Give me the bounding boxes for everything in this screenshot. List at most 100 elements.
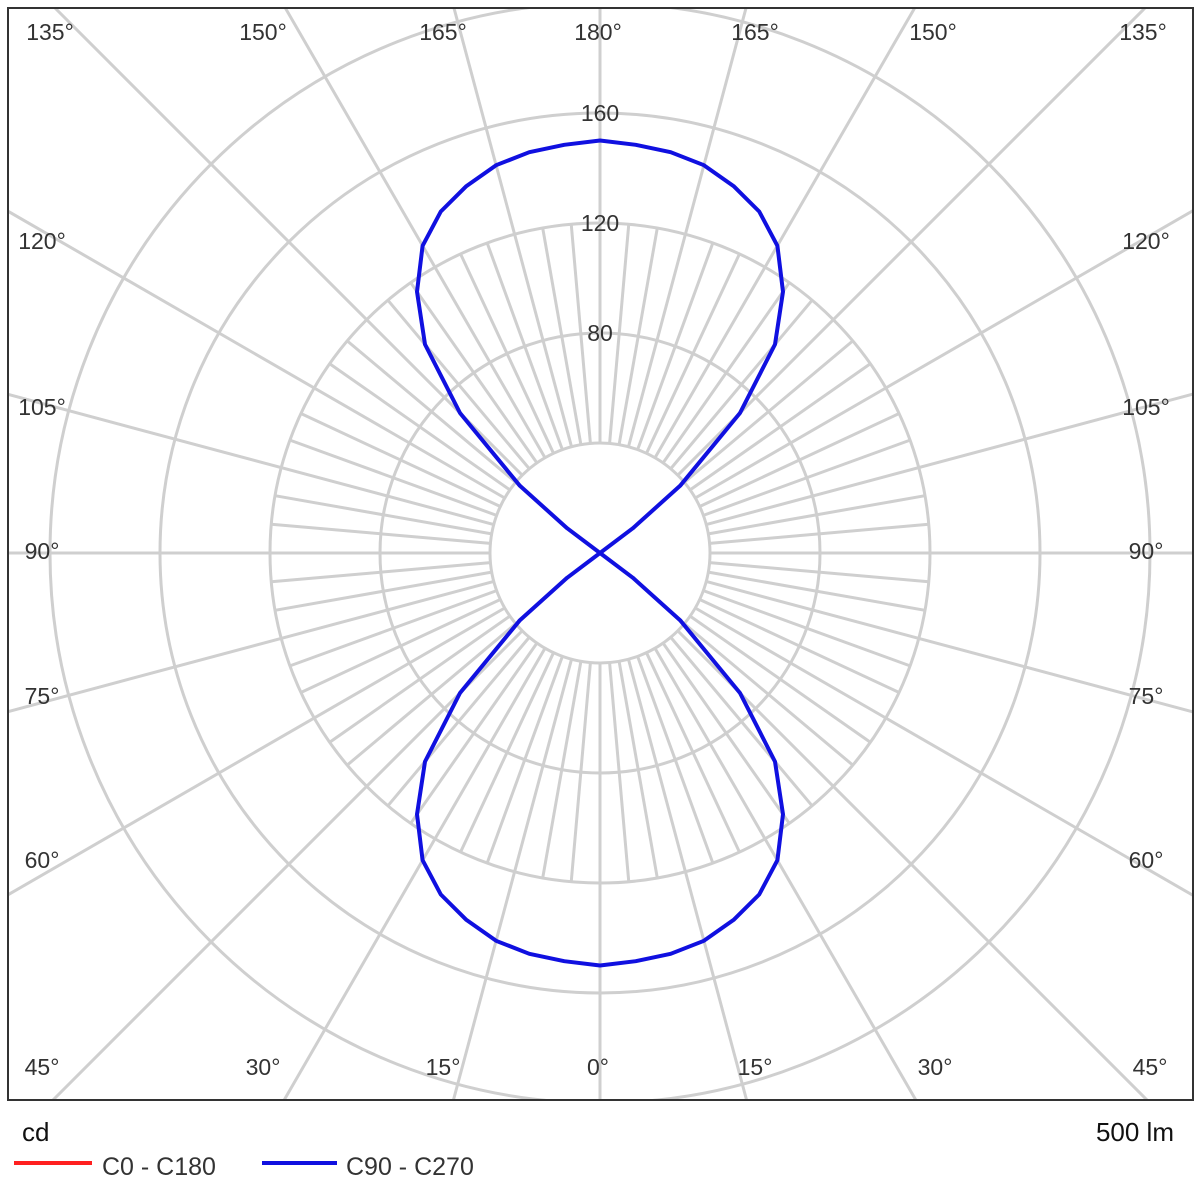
angle-label: 45° — [1133, 1054, 1168, 1080]
grid-spoke — [653, 8, 916, 459]
angle-label: 45° — [25, 1054, 60, 1080]
grid-spoke — [608, 224, 631, 444]
angle-label: 30° — [246, 1054, 281, 1080]
grid-spoke — [705, 580, 1193, 714]
angle-label: 180° — [574, 19, 622, 45]
grid-spoke — [8, 580, 495, 714]
grid-spoke — [289, 589, 498, 668]
grid-spoke — [608, 662, 631, 882]
flux-label: 500 lm — [1096, 1117, 1174, 1147]
angle-label: 165° — [419, 19, 467, 45]
radial-tick-labels: 80 120 160 — [581, 100, 619, 346]
grid-spoke — [282, 647, 547, 1100]
grid-spoke — [694, 209, 1193, 500]
grid-spoke — [689, 614, 872, 744]
angle-label: 15° — [426, 1054, 461, 1080]
radial-tick-label: 160 — [581, 100, 619, 126]
angle-labels: 135° 150° 165° 180° 165° 150° 135° 45° 30° 15° 0° 1… — [18, 19, 1170, 1080]
grid-spoke — [459, 652, 555, 853]
grid-spoke — [386, 636, 531, 807]
angle-label: 105° — [18, 394, 66, 420]
grid-spoke — [53, 8, 524, 477]
legend-label: C90 - C270 — [346, 1153, 474, 1181]
grid-spoke — [271, 522, 491, 545]
grid-spoke — [676, 629, 1149, 1100]
grid-spoke — [699, 412, 900, 508]
grid-spoke — [289, 438, 498, 517]
angle-label: 60° — [1129, 847, 1164, 873]
angle-label: 0° — [587, 1054, 609, 1080]
grid-spoke — [645, 652, 741, 853]
grid-spoke — [409, 642, 539, 825]
grid-spoke — [274, 570, 492, 612]
grid-spoke — [485, 655, 564, 864]
angle-label: 30° — [918, 1054, 953, 1080]
grid-spoke — [699, 598, 900, 694]
grid-spoke — [702, 589, 911, 668]
angle-label: 75° — [1129, 683, 1164, 709]
polar-grid — [8, 8, 1193, 1100]
grid-spoke — [8, 209, 506, 500]
grid-spoke — [328, 362, 511, 492]
intensity-curves — [415, 138, 785, 968]
grid-spoke — [709, 561, 929, 584]
angle-label: 120° — [1122, 228, 1170, 254]
grid-spoke — [300, 412, 501, 508]
grid-spoke — [708, 494, 926, 536]
grid-spoke — [676, 8, 1147, 477]
grid-spoke — [683, 622, 854, 767]
grid-spoke — [8, 606, 506, 897]
grid-spoke — [689, 362, 872, 492]
grid-spoke — [705, 392, 1193, 526]
angle-label: 105° — [1122, 394, 1170, 420]
angle-label: 15° — [738, 1054, 773, 1080]
angle-label: 75° — [25, 683, 60, 709]
angle-label: 135° — [1119, 19, 1167, 45]
grid-spoke — [702, 438, 911, 517]
legend-label: C0 - C180 — [102, 1153, 216, 1181]
angle-label: 150° — [239, 19, 287, 45]
grid-spoke — [346, 339, 517, 484]
grid-spoke — [569, 224, 592, 444]
grid-spoke — [346, 622, 517, 767]
grid-spoke — [51, 629, 524, 1100]
angle-label: 60° — [25, 847, 60, 873]
grid-spoke — [709, 522, 929, 545]
grid-spoke — [485, 242, 564, 451]
unit-label: cd — [22, 1117, 49, 1147]
grid-spoke — [459, 253, 555, 454]
angle-label: 165° — [731, 19, 779, 45]
grid-spoke — [661, 642, 791, 825]
grid-spoke — [694, 606, 1193, 897]
grid-spoke — [271, 561, 491, 584]
angle-label: 135° — [26, 19, 74, 45]
grid-spoke — [274, 494, 492, 536]
grid-spoke — [452, 8, 573, 448]
angle-label: 90° — [1129, 538, 1164, 564]
grid-spoke — [669, 299, 814, 470]
grid-spoke — [683, 339, 854, 484]
plot-frame — [7, 7, 1194, 1101]
grid-spoke — [627, 658, 749, 1100]
grid-spoke — [451, 658, 573, 1100]
grid-spoke — [541, 227, 583, 445]
grid-spoke — [653, 647, 918, 1100]
legend: C0 - C180 C90 - C270 — [14, 1153, 474, 1181]
radial-tick-label: 80 — [587, 320, 613, 346]
grid-spoke — [541, 661, 583, 879]
grid-spoke — [669, 636, 814, 807]
grid-spoke — [636, 655, 715, 864]
angle-label: 90° — [25, 538, 60, 564]
grid-spoke — [645, 253, 741, 454]
grid-spoke — [328, 614, 511, 744]
angle-label: 150° — [909, 19, 957, 45]
grid-spoke — [284, 8, 547, 459]
grid-spoke — [569, 662, 592, 882]
grid-spoke — [8, 392, 495, 526]
grid-spoke — [636, 242, 715, 451]
angle-label: 120° — [18, 228, 66, 254]
grid-spoke — [386, 299, 531, 470]
grid-spoke — [617, 661, 659, 879]
grid-spoke — [627, 8, 748, 448]
